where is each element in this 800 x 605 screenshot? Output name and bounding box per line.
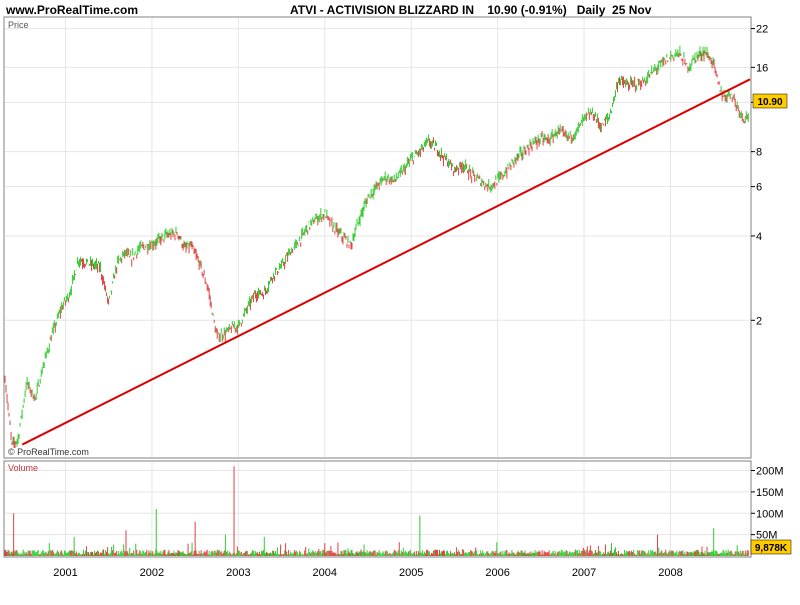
- last-price-badge: [752, 93, 788, 109]
- trendline: [21, 78, 751, 446]
- x-tick-label: 2004: [313, 567, 337, 579]
- volume-panel-label: Volume: [8, 463, 38, 473]
- x-tick-label: 2002: [140, 567, 164, 579]
- last-volume-badge-text: 9,878K: [755, 543, 788, 554]
- price-tick-label: 22: [756, 24, 768, 36]
- volume-bars: [4, 466, 749, 556]
- x-axis: 2001 2002 2003 2004 2005 2006 2007 2008: [53, 567, 682, 579]
- price-tick-label: 6: [756, 182, 762, 194]
- volume-tick-label: 100M: [756, 508, 784, 520]
- x-tick-label: 2007: [572, 567, 596, 579]
- x-tick-label: 2003: [226, 567, 250, 579]
- price-bars: [4, 45, 749, 449]
- price-panel-label: Price: [8, 20, 29, 30]
- price-tick-label: 8: [756, 147, 762, 159]
- volume-panel-frame: [3, 460, 752, 558]
- chart-title: ATVI - ACTIVISION BLIZZARD IN 10.90 (-0.…: [290, 3, 652, 17]
- price-tick-label: 16: [756, 62, 768, 74]
- x-tick-label: 2001: [53, 567, 77, 579]
- x-tick-label: 2005: [399, 567, 423, 579]
- volume-tick-label: 50M: [756, 530, 777, 542]
- volume-tick-label: 150M: [756, 487, 784, 499]
- last-price-badge-text: 10.90: [757, 97, 782, 108]
- x-tick-label: 2006: [485, 567, 509, 579]
- watermark-text: © ProRealTime.com: [8, 447, 89, 457]
- price-tick-label: 4: [756, 231, 762, 243]
- price-tick-label: 2: [756, 315, 762, 327]
- x-tick-label: 2008: [658, 567, 682, 579]
- volume-y-axis: 200M 150M 100M 50M: [751, 466, 784, 542]
- volume-grid: [5, 462, 750, 556]
- site-title: www.ProRealTime.com: [5, 3, 138, 17]
- volume-tick-label: 200M: [756, 466, 784, 478]
- price-panel-frame: [3, 16, 752, 459]
- price-y-axis: 2216128642: [751, 24, 768, 327]
- price-grid: [5, 18, 750, 457]
- last-volume-badge: [750, 539, 792, 555]
